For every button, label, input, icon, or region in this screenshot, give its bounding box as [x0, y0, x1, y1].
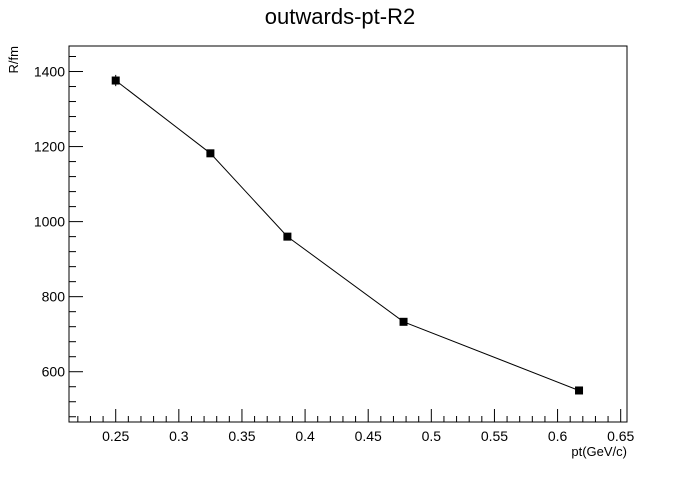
- plot-frame: [68, 45, 628, 423]
- y-tick-label: 1200: [34, 139, 65, 155]
- y-tick-label: 600: [42, 364, 66, 380]
- x-axis-label: pt(GeV/c): [571, 444, 627, 459]
- y-axis: 600 800 1000 1200 1400: [34, 56, 83, 418]
- x-tick-label: 0.65: [607, 428, 634, 444]
- data-point: [399, 317, 408, 326]
- data-point: [111, 76, 120, 85]
- x-tick-label: 0.4: [295, 428, 315, 444]
- x-tick-label: 0.3: [169, 428, 189, 444]
- data-point: [206, 149, 215, 158]
- x-tick-label: 0.55: [481, 428, 508, 444]
- x-tick-label: 0.5: [422, 428, 442, 444]
- data-series: [111, 74, 584, 395]
- x-tick-label: 0.45: [355, 428, 382, 444]
- y-axis-label: R/fm: [6, 46, 21, 73]
- data-point: [283, 232, 292, 241]
- series-line: [115, 80, 580, 391]
- data-point: [575, 386, 584, 395]
- y-tick-label: 1400: [34, 64, 65, 80]
- x-tick-label: 0.6: [548, 428, 568, 444]
- y-tick-label: 1000: [34, 214, 65, 230]
- x-tick-label: 0.35: [228, 428, 255, 444]
- x-axis: 0.25 0.3 0.35 0.4 0.45 0.5 0.55 0.6 0.65: [77, 409, 635, 444]
- chart-title: outwards-pt-R2: [265, 4, 415, 29]
- y-tick-label: 800: [42, 289, 66, 305]
- x-tick-label: 0.25: [102, 428, 129, 444]
